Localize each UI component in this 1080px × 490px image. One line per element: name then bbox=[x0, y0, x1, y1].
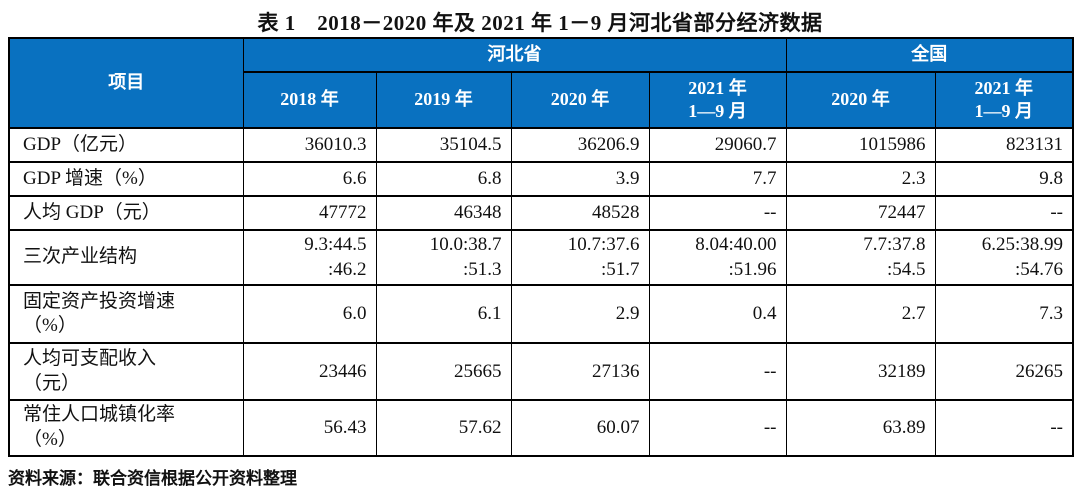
value-cell: 8.04:40.00 :51.96 bbox=[648, 228, 787, 287]
value-cell: 3.9 bbox=[510, 161, 650, 197]
table-row-urbanization-rate: 常住人口城镇化率 （%） 56.43 57.62 60.07 -- 63.89 … bbox=[8, 399, 1074, 457]
value-cell: 46348 bbox=[375, 195, 512, 231]
value-cell: 10.0:38.7 :51.3 bbox=[375, 228, 512, 287]
value-cell: 36010.3 bbox=[242, 127, 377, 163]
header-group-row: 项目 河北省 全国 bbox=[8, 37, 1074, 129]
value-cell: 9.3:44.5 :46.2 bbox=[242, 228, 377, 287]
row-label: 人均 GDP（元） bbox=[8, 195, 244, 231]
group-header-national: 全国 bbox=[785, 37, 1074, 73]
table-row-gdp-growth: GDP 增速（%） 6.6 6.8 3.9 7.7 2.3 9.8 bbox=[8, 161, 1074, 197]
value-cell: 7.3 bbox=[934, 284, 1074, 345]
value-cell: 6.25:38.99 :54.76 bbox=[934, 228, 1074, 287]
table-row-gdp-per-capita: 人均 GDP（元） 47772 46348 48528 -- 72447 -- bbox=[8, 195, 1074, 231]
value-cell: 7.7 bbox=[648, 161, 787, 197]
row-label: 人均可支配收入 （元） bbox=[8, 342, 244, 402]
row-label: 常住人口城镇化率 （%） bbox=[8, 399, 244, 457]
value-cell: 2.3 bbox=[785, 161, 936, 197]
value-cell: 26265 bbox=[934, 342, 1074, 402]
value-cell: 0.4 bbox=[648, 284, 787, 345]
year-header-national-2020: 2020 年 bbox=[785, 71, 936, 129]
value-cell: 1015986 bbox=[785, 127, 936, 163]
row-label: 三次产业结构 bbox=[8, 228, 244, 287]
value-cell: 36206.9 bbox=[510, 127, 650, 163]
value-cell: 57.62 bbox=[375, 399, 512, 457]
value-cell: 2.7 bbox=[785, 284, 936, 345]
group-header-hebei: 河北省 bbox=[242, 37, 787, 73]
value-cell: 35104.5 bbox=[375, 127, 512, 163]
year-header-hebei-2021-9m: 2021 年 1—9 月 bbox=[648, 71, 787, 129]
year-header-hebei-2019: 2019 年 bbox=[375, 71, 512, 129]
value-cell: 23446 bbox=[242, 342, 377, 402]
year-header-hebei-2020: 2020 年 bbox=[510, 71, 650, 129]
year-header-national-2021-9m: 2021 年 1—9 月 bbox=[934, 71, 1074, 129]
economic-data-table: 项目 河北省 全国 2018 年 2019 年 2020 年 2021 年 1—… bbox=[8, 37, 1074, 457]
value-cell: 6.1 bbox=[375, 284, 512, 345]
table-row-gdp: GDP（亿元） 36010.3 35104.5 36206.9 29060.7 … bbox=[8, 127, 1074, 163]
value-cell: 9.8 bbox=[934, 161, 1074, 197]
table-row-disposable-income: 人均可支配收入 （元） 23446 25665 27136 -- 32189 2… bbox=[8, 342, 1074, 402]
value-cell: 47772 bbox=[242, 195, 377, 231]
value-cell: 6.8 bbox=[375, 161, 512, 197]
value-cell: -- bbox=[934, 399, 1074, 457]
value-cell: 6.0 bbox=[242, 284, 377, 345]
year-header-hebei-2018: 2018 年 bbox=[242, 71, 377, 129]
value-cell: 6.6 bbox=[242, 161, 377, 197]
value-cell: -- bbox=[648, 342, 787, 402]
header-year-row: 2018 年 2019 年 2020 年 2021 年 1—9 月 2020 年… bbox=[9, 71, 1074, 129]
value-cell: 27136 bbox=[510, 342, 650, 402]
value-cell: 2.9 bbox=[510, 284, 650, 345]
value-cell: 56.43 bbox=[242, 399, 377, 457]
value-cell: 48528 bbox=[510, 195, 650, 231]
value-cell: 32189 bbox=[785, 342, 936, 402]
value-cell: -- bbox=[934, 195, 1074, 231]
value-cell: -- bbox=[648, 195, 787, 231]
row-label: GDP（亿元） bbox=[8, 127, 244, 163]
value-cell: -- bbox=[648, 399, 787, 457]
corner-header-item: 项目 bbox=[8, 37, 244, 129]
value-cell: 63.89 bbox=[785, 399, 936, 457]
table-row-industry-structure: 三次产业结构 9.3:44.5 :46.2 10.0:38.7 :51.3 10… bbox=[8, 228, 1074, 287]
row-label: 固定资产投资增速 （%） bbox=[8, 284, 244, 345]
source-note: 资料来源：联合资信根据公开资料整理 bbox=[8, 468, 297, 488]
value-cell: 7.7:37.8 :54.5 bbox=[785, 228, 936, 287]
value-cell: 10.7:37.6 :51.7 bbox=[510, 228, 650, 287]
value-cell: 823131 bbox=[934, 127, 1074, 163]
value-cell: 72447 bbox=[785, 195, 936, 231]
value-cell: 60.07 bbox=[510, 399, 650, 457]
value-cell: 29060.7 bbox=[648, 127, 787, 163]
row-label: GDP 增速（%） bbox=[8, 161, 244, 197]
table-row-fixed-asset-investment: 固定资产投资增速 （%） 6.0 6.1 2.9 0.4 2.7 7.3 bbox=[8, 284, 1074, 345]
table-title: 表 1 2018－2020 年及 2021 年 1－9 月河北省部分经济数据 bbox=[257, 11, 823, 35]
value-cell: 25665 bbox=[375, 342, 512, 402]
